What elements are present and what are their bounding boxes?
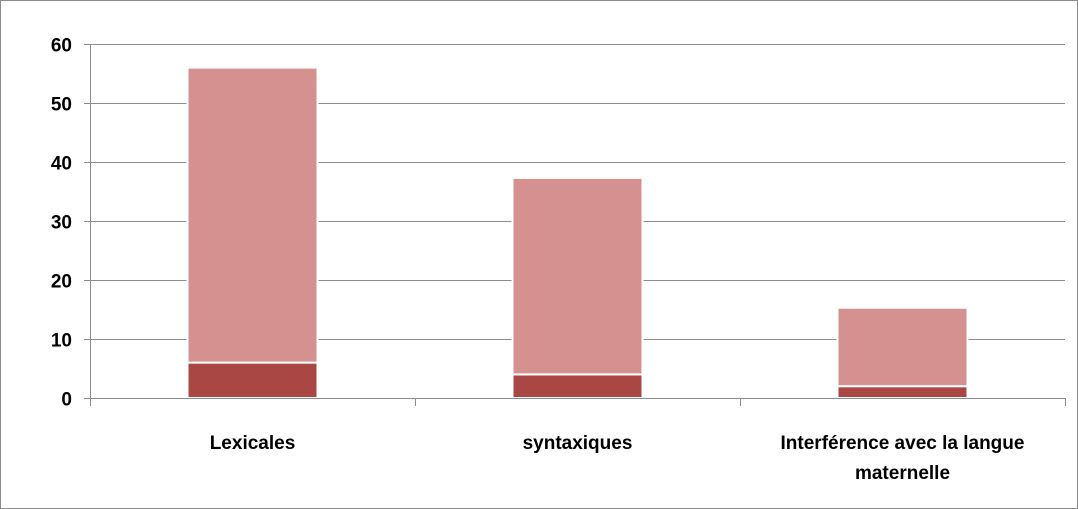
y-tick-label-0: 0 <box>61 390 72 411</box>
bar-segment-0-0 <box>186 361 319 400</box>
bar-segment-0-1 <box>186 66 319 364</box>
bar-segment-1-0 <box>511 373 644 399</box>
bar-segment-1-1 <box>511 176 644 376</box>
y-tick-label-50: 50 <box>51 95 72 116</box>
category-label-2-1: maternelle <box>855 463 950 484</box>
bars <box>186 66 969 400</box>
bar-segment-2-1 <box>836 306 969 388</box>
y-tick-label-20: 20 <box>51 272 72 293</box>
y-tick-label-10: 10 <box>51 331 72 352</box>
y-tick-label-60: 60 <box>51 36 72 57</box>
category-label-0-0: Lexicales <box>210 433 296 454</box>
y-tick-label-40: 40 <box>51 154 72 175</box>
category-label-2-0: Interférence avec la langue <box>781 433 1025 454</box>
y-tick-labels: 0 10 20 30 40 50 60 <box>51 36 72 411</box>
category-labels: Lexicales syntaxiques Interférence avec la… <box>210 433 1025 484</box>
bar-segment-2-0 <box>836 385 969 400</box>
category-label-1-0: syntaxiques <box>523 433 633 454</box>
y-tick-label-30: 30 <box>51 213 72 234</box>
axes <box>84 44 1066 406</box>
